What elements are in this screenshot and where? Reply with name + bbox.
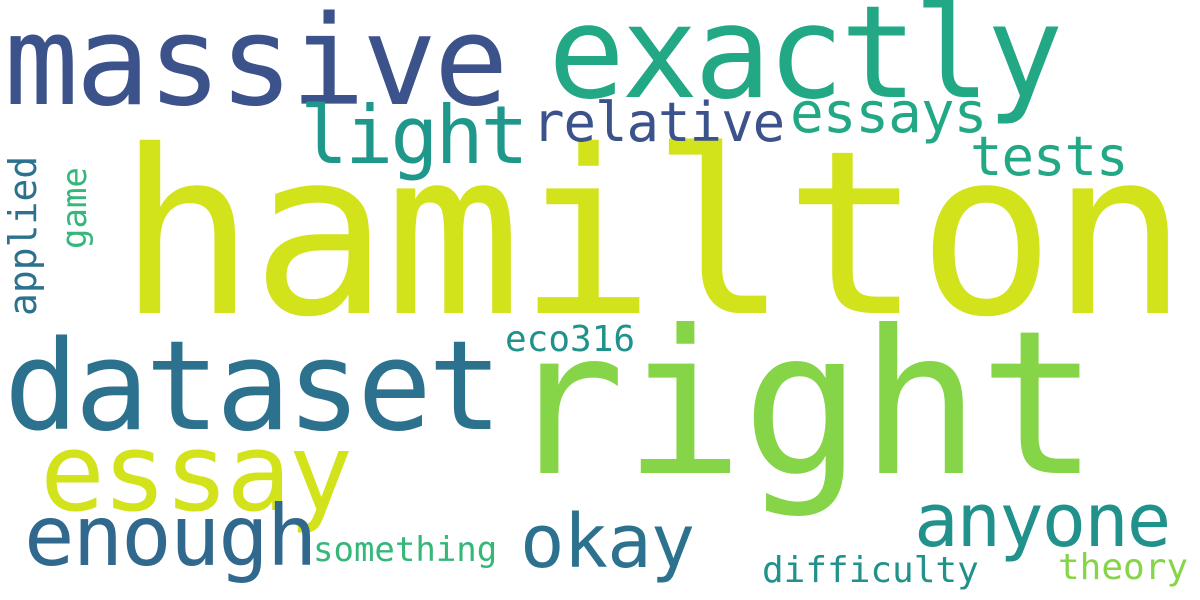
word-difficulty: difficulty	[762, 550, 979, 591]
word-okay: okay	[520, 499, 695, 585]
word-theory: theory	[1058, 547, 1189, 588]
word-essays: essays	[790, 81, 987, 146]
word-tests: tests	[970, 125, 1129, 188]
word-something: something	[313, 530, 498, 570]
word-game: game	[55, 167, 95, 249]
word-light: light	[300, 89, 529, 182]
word-essay: essay	[40, 411, 353, 536]
word-massive: massive	[4, 0, 509, 134]
word-relative: relative	[532, 91, 785, 154]
word-hamilton: hamilton	[118, 101, 1188, 367]
word-right: right	[505, 288, 1099, 521]
word-applied: applied	[1, 155, 45, 316]
word-dataset: dataset	[4, 315, 503, 459]
word-exactly: exactly	[548, 0, 1063, 128]
word-anyone: anyone	[914, 478, 1171, 564]
word-eco316: eco316	[505, 319, 636, 360]
word-enough: enough	[24, 487, 317, 585]
